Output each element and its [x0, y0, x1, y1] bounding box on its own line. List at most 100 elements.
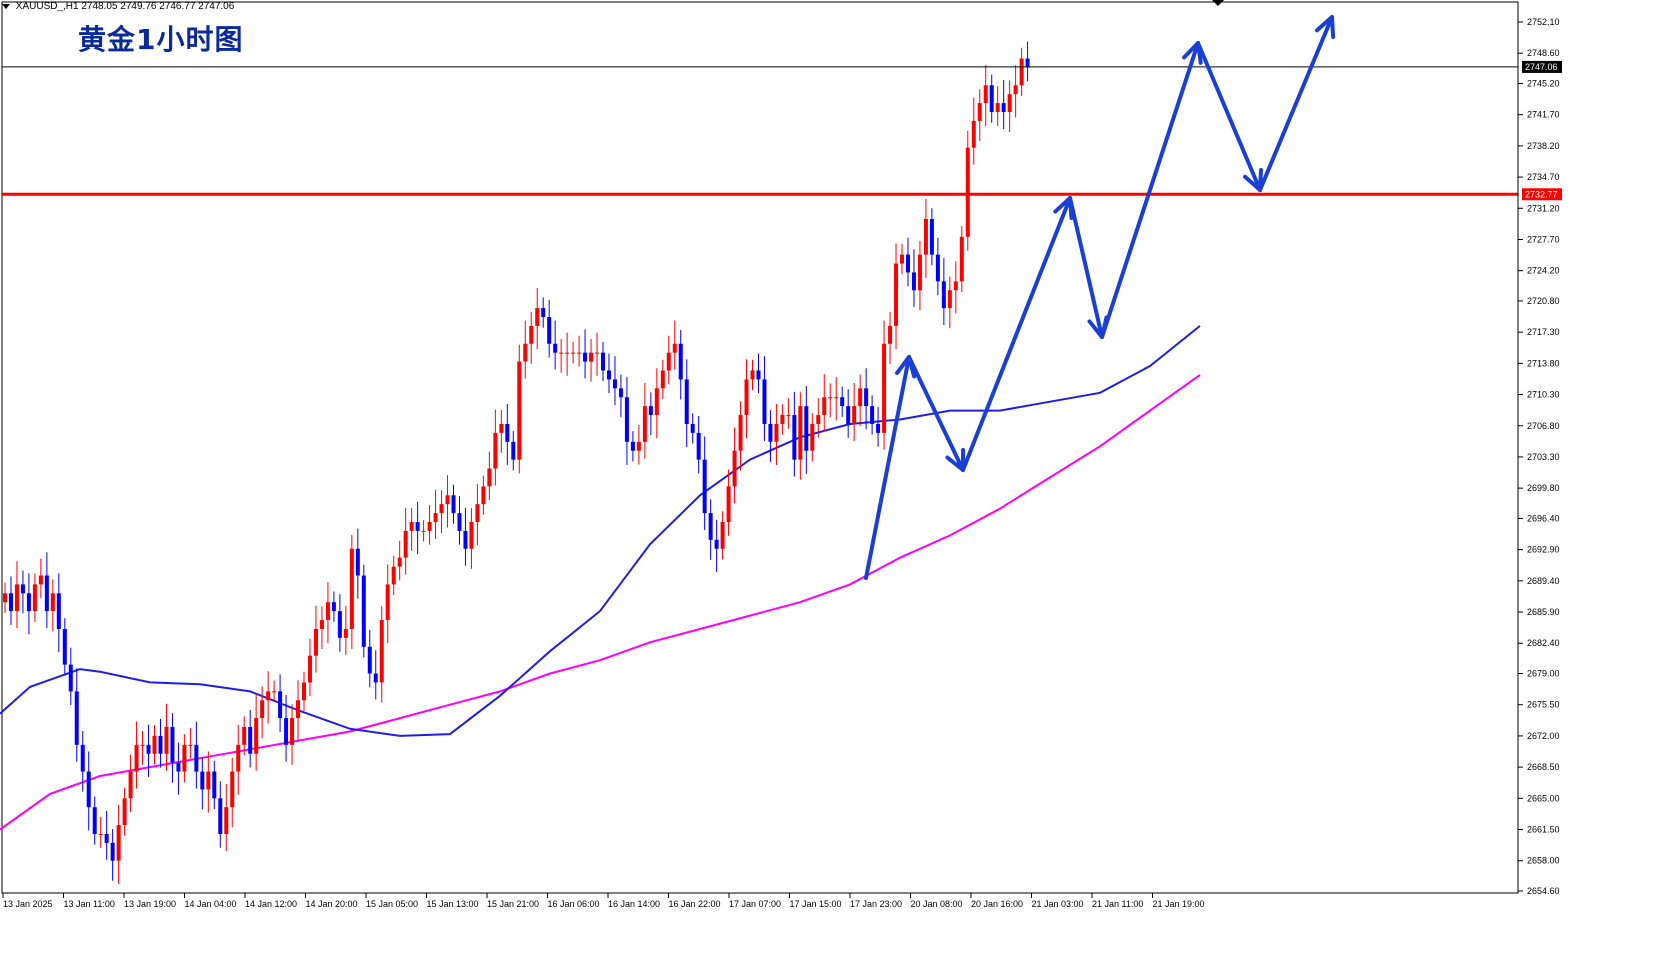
- candle-body: [810, 423, 815, 451]
- candle-body: [565, 352, 570, 354]
- price-tick-label: 2738.20: [1527, 141, 1560, 151]
- arrowhead-icon: [1087, 315, 1109, 339]
- candle-body: [74, 691, 79, 745]
- candle-body: [840, 397, 845, 407]
- candle-body: [941, 281, 946, 309]
- price-tick-label: 2745.20: [1527, 78, 1560, 88]
- candle-body: [702, 459, 707, 514]
- price-tick-label: 2720.80: [1527, 296, 1560, 306]
- candle-body: [1025, 58, 1030, 68]
- price-tick-label: 2682.40: [1527, 638, 1560, 648]
- time-tick-label: 16 Jan 22:00: [669, 899, 721, 909]
- candle-body: [110, 842, 115, 861]
- candle-body: [630, 441, 635, 451]
- candle-body: [1019, 58, 1024, 86]
- candle-body: [367, 646, 372, 674]
- trend-arrow-segment: [1068, 196, 1104, 339]
- candle-body: [1007, 94, 1012, 113]
- candle-body: [768, 423, 773, 442]
- candle-body: [206, 771, 211, 790]
- time-tick-label: 17 Jan 15:00: [790, 899, 842, 909]
- candle-body: [92, 807, 97, 834]
- candle-body: [409, 522, 414, 531]
- price-tick-label: 2703.30: [1527, 452, 1560, 462]
- candle-body: [636, 441, 641, 451]
- candle-body: [230, 771, 235, 808]
- candle-body: [606, 370, 611, 380]
- candle-body: [583, 352, 588, 362]
- candle-body: [1013, 85, 1018, 95]
- price-tick-label: 2685.90: [1527, 607, 1560, 617]
- candle-body: [977, 103, 982, 121]
- candlesticks: [3, 41, 1030, 884]
- price-tick-label: 2713.80: [1527, 358, 1560, 368]
- candle-body: [194, 744, 199, 772]
- candle-body: [104, 833, 109, 843]
- candle-body: [595, 352, 600, 354]
- time-tick-label: 13 Jan 11:00: [64, 899, 115, 909]
- candle-body: [56, 593, 61, 629]
- candle-body: [80, 744, 85, 772]
- candle-body: [403, 530, 408, 558]
- candle-body: [708, 513, 713, 540]
- price-tick-label: 2675.50: [1527, 700, 1560, 710]
- ma-slow-line: [0, 374, 1201, 831]
- time-tick-label: 21 Jan 11:00: [1092, 899, 1143, 909]
- candle-body: [331, 602, 336, 612]
- candle-body: [3, 593, 7, 603]
- candle-body: [900, 254, 904, 264]
- candle-body: [618, 388, 623, 398]
- candle-body: [325, 602, 330, 621]
- candle-body: [20, 584, 25, 594]
- trend-arrow-segment: [1196, 41, 1262, 192]
- candle-body: [373, 673, 378, 683]
- price-tick-label: 2665.00: [1527, 793, 1560, 803]
- arrowhead-icon: [945, 448, 966, 472]
- price-tick-label: 2706.80: [1527, 421, 1560, 431]
- candle-body: [995, 103, 1000, 113]
- candle-body: [947, 290, 952, 309]
- current-price-tag-box: [1522, 60, 1562, 73]
- candle-body: [355, 548, 360, 576]
- candle-body: [744, 379, 749, 416]
- time-tick-label: 20 Jan 08:00: [911, 899, 963, 909]
- candle-body: [146, 744, 151, 754]
- candle-body: [44, 575, 49, 612]
- candle-body: [397, 557, 402, 567]
- candle-body: [511, 441, 516, 460]
- time-tick-label: 14 Jan 20:00: [306, 899, 358, 909]
- candle-body: [547, 317, 552, 344]
- candle-body: [888, 325, 893, 344]
- time-tick-label: 21 Jan 19:00: [1153, 899, 1205, 909]
- current-price-tag: 2747.06: [1525, 62, 1558, 72]
- time-tick-label: 15 Jan 21:00: [487, 899, 539, 909]
- candle-body: [140, 744, 145, 746]
- price-tick-label: 2692.90: [1527, 545, 1560, 555]
- candle-body: [654, 388, 659, 416]
- candle-body: [164, 727, 169, 754]
- candle-body: [481, 486, 486, 505]
- candle-body: [553, 343, 558, 353]
- price-tick-label: 2748.60: [1527, 48, 1560, 58]
- price-tick-label: 2734.70: [1527, 172, 1560, 182]
- candle-body: [726, 486, 731, 523]
- candle-body: [935, 254, 940, 282]
- candle-body: [905, 254, 910, 273]
- candle-body: [62, 628, 67, 665]
- candle-body: [642, 406, 647, 442]
- candle-body: [14, 584, 19, 612]
- candle-body: [343, 628, 348, 638]
- candle-body: [666, 352, 671, 371]
- candle-body: [762, 379, 767, 424]
- price-tick-label: 2689.40: [1527, 576, 1560, 586]
- candle-body: [750, 370, 755, 380]
- price-tick-label: 2727.70: [1527, 234, 1560, 244]
- candle-body: [170, 727, 175, 763]
- candle-body: [953, 281, 958, 291]
- candle-body: [349, 548, 354, 629]
- candle-body: [870, 406, 875, 424]
- candle-body: [523, 343, 528, 362]
- arrowhead-icon: [1053, 196, 1074, 220]
- time-tick-label: 15 Jan 05:00: [366, 899, 418, 909]
- trend-arrow-segment: [1258, 15, 1334, 192]
